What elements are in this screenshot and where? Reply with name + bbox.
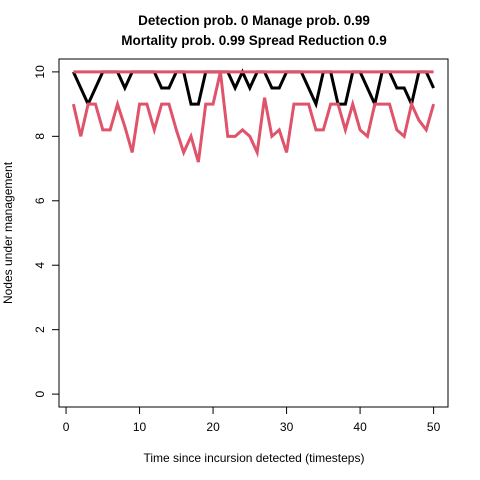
chart-title-line1: Detection prob. 0 Manage prob. 0.99 — [138, 13, 370, 28]
y-tick-label: 10 — [33, 65, 47, 79]
x-tick-label: 50 — [427, 420, 441, 434]
x-tick-label: 0 — [63, 420, 70, 434]
y-tick-label: 6 — [33, 197, 47, 204]
x-tick-label: 20 — [206, 420, 220, 434]
y-axis-title: Nodes under management — [1, 161, 15, 304]
y-tick-label: 0 — [33, 390, 47, 397]
x-axis-title: Time since incursion detected (timesteps… — [144, 451, 365, 465]
chart-title-line2: Mortality prob. 0.99 Spread Reduction 0.… — [121, 33, 387, 48]
x-tick-label: 40 — [353, 420, 367, 434]
x-tick-label: 30 — [280, 420, 294, 434]
y-tick-label: 2 — [33, 326, 47, 333]
x-tick-label: 10 — [133, 420, 147, 434]
y-tick-label: 8 — [33, 133, 47, 140]
y-tick-label: 4 — [33, 262, 47, 269]
